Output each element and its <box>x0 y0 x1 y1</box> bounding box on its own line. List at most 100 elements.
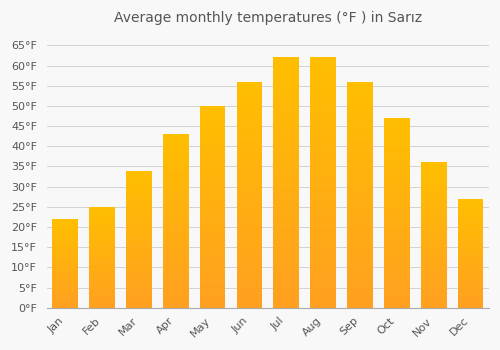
Bar <box>458 214 483 216</box>
Bar <box>163 294 188 298</box>
Bar <box>384 232 409 236</box>
Bar <box>384 300 409 304</box>
Bar <box>420 299 446 302</box>
Bar <box>420 253 446 256</box>
Bar <box>126 228 152 231</box>
Bar <box>52 246 78 247</box>
Bar <box>274 142 299 148</box>
Bar <box>89 304 115 306</box>
Bar <box>163 159 188 162</box>
Bar <box>310 223 336 228</box>
Bar <box>347 272 373 276</box>
Bar <box>384 133 409 137</box>
Bar <box>347 204 373 208</box>
Bar <box>384 190 409 194</box>
Bar <box>89 275 115 278</box>
Bar <box>420 209 446 212</box>
Bar <box>126 173 152 176</box>
Bar <box>200 259 226 264</box>
Bar <box>384 224 409 228</box>
Bar <box>347 195 373 199</box>
Bar <box>384 141 409 145</box>
Bar <box>126 179 152 182</box>
Bar <box>200 199 226 203</box>
Bar <box>89 300 115 302</box>
Bar <box>347 303 373 308</box>
Bar <box>347 95 373 100</box>
Bar <box>236 262 262 267</box>
Bar <box>163 211 188 214</box>
Bar <box>347 82 373 86</box>
Bar <box>163 176 188 179</box>
Bar <box>200 207 226 211</box>
Bar <box>126 231 152 234</box>
Bar <box>420 267 446 270</box>
Bar <box>420 241 446 244</box>
Bar <box>89 231 115 233</box>
Bar <box>274 248 299 253</box>
Bar <box>236 86 262 91</box>
Bar <box>347 154 373 159</box>
Bar <box>126 305 152 308</box>
Bar <box>200 304 226 308</box>
Bar <box>236 140 262 145</box>
Bar <box>384 126 409 130</box>
Bar <box>89 225 115 227</box>
Bar <box>200 178 226 183</box>
Bar <box>274 208 299 213</box>
Bar <box>236 272 262 276</box>
Bar <box>126 203 152 206</box>
Bar <box>458 231 483 234</box>
Bar <box>236 104 262 109</box>
Bar <box>310 283 336 288</box>
Bar <box>420 302 446 305</box>
Bar <box>384 171 409 175</box>
Bar <box>458 247 483 249</box>
Bar <box>420 261 446 264</box>
Bar <box>236 95 262 100</box>
Bar <box>458 210 483 212</box>
Bar <box>310 233 336 238</box>
Bar <box>347 86 373 91</box>
Bar <box>126 253 152 255</box>
Bar <box>274 258 299 263</box>
Bar <box>89 257 115 259</box>
Bar <box>89 286 115 288</box>
Bar <box>89 294 115 296</box>
Bar <box>163 221 188 224</box>
Bar <box>274 77 299 83</box>
Bar <box>126 286 152 289</box>
Bar <box>274 153 299 158</box>
Bar <box>89 272 115 273</box>
Bar <box>310 173 336 178</box>
Bar <box>126 212 152 215</box>
Bar <box>274 72 299 77</box>
Bar <box>458 208 483 210</box>
Bar <box>163 270 188 273</box>
Bar <box>52 231 78 233</box>
Bar <box>384 167 409 171</box>
Bar <box>163 224 188 228</box>
Bar <box>384 255 409 259</box>
Bar <box>89 265 115 267</box>
Bar <box>89 278 115 280</box>
Bar <box>310 158 336 163</box>
Bar <box>126 291 152 294</box>
Bar <box>458 293 483 295</box>
Bar <box>420 186 446 189</box>
Bar <box>200 142 226 146</box>
Bar <box>236 245 262 249</box>
Bar <box>163 290 188 294</box>
Bar <box>420 180 446 183</box>
Bar <box>310 83 336 88</box>
Bar <box>420 224 446 226</box>
Bar <box>89 306 115 308</box>
Bar <box>420 168 446 171</box>
Bar <box>310 288 336 293</box>
Bar <box>274 278 299 283</box>
Bar <box>52 256 78 258</box>
Bar <box>163 193 188 197</box>
Bar <box>420 200 446 203</box>
Bar <box>458 223 483 225</box>
Bar <box>126 182 152 184</box>
